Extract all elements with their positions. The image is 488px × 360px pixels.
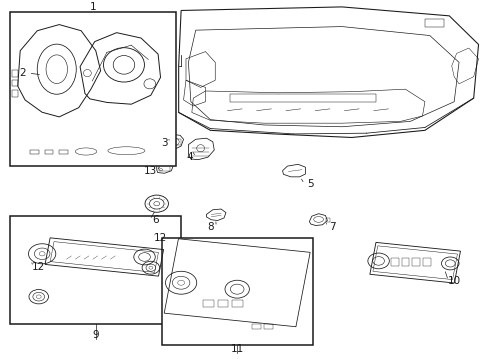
Text: 12: 12 (154, 233, 167, 243)
Text: 11: 11 (230, 344, 244, 354)
Text: 1: 1 (90, 2, 97, 12)
Bar (422, 258, 430, 266)
Text: 12: 12 (32, 262, 45, 272)
Bar (12, 80, 18, 86)
Bar (169, 139, 181, 145)
Text: 7: 7 (328, 222, 335, 232)
Bar (424, 19, 444, 27)
Text: 10: 10 (447, 276, 460, 285)
Bar (401, 258, 408, 266)
Text: 13: 13 (144, 166, 157, 176)
Text: 5: 5 (306, 179, 313, 189)
Bar (229, 94, 375, 102)
Text: 8: 8 (206, 222, 213, 232)
Bar (411, 258, 419, 266)
Bar (12, 90, 18, 97)
Bar (161, 238, 312, 345)
Bar (326, 218, 330, 222)
Bar (159, 162, 169, 171)
Text: 4: 4 (186, 152, 193, 162)
Bar (390, 258, 398, 266)
Text: 2: 2 (20, 68, 26, 78)
Bar (264, 324, 272, 329)
Bar (10, 12, 176, 166)
Bar (217, 300, 228, 307)
Bar (44, 150, 53, 154)
Text: 3: 3 (161, 138, 167, 148)
Bar (232, 300, 243, 307)
Bar (30, 150, 39, 154)
Bar (10, 216, 181, 324)
Bar (59, 150, 68, 154)
Text: 9: 9 (92, 330, 99, 340)
Bar (251, 324, 260, 329)
Bar (12, 71, 18, 77)
Text: 6: 6 (152, 215, 159, 225)
Bar (203, 300, 213, 307)
